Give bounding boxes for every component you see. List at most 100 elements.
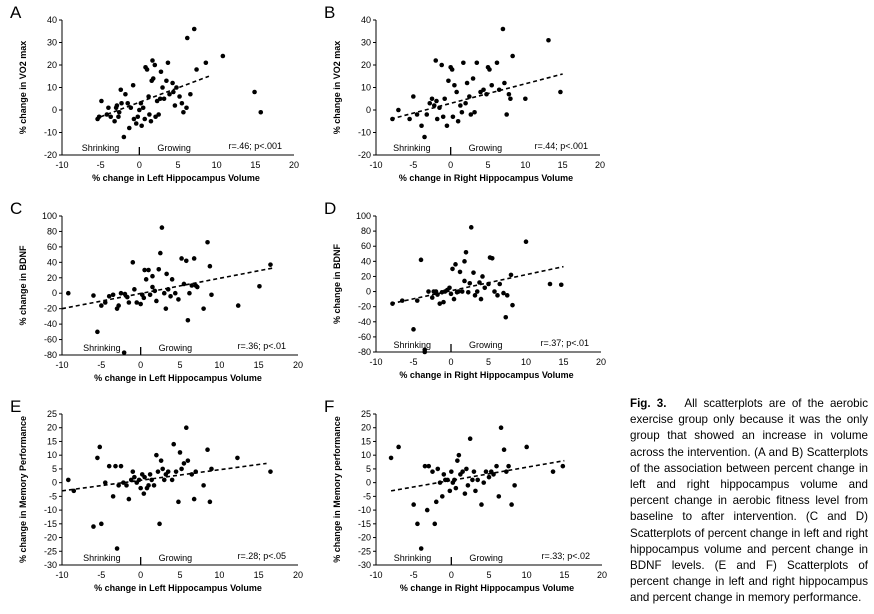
data-point [183, 425, 189, 431]
data-point [504, 293, 510, 298]
y-tick-label: 40 [361, 15, 371, 25]
data-point [463, 249, 469, 255]
x-tick-label: 15 [558, 357, 568, 367]
data-point [134, 300, 140, 305]
data-point [452, 477, 457, 483]
data-point [455, 118, 461, 124]
stat-label: r=.33; p<.02 [541, 551, 590, 561]
data-point [442, 96, 447, 102]
data-point [474, 289, 480, 294]
data-point [135, 114, 141, 120]
data-point [432, 521, 438, 527]
x-axis-title: % change in Right Hippocampus Volume [399, 370, 573, 380]
x-tick-label: 10 [520, 160, 530, 170]
data-point [419, 123, 424, 129]
data-point [437, 480, 443, 485]
data-point [183, 258, 189, 264]
data-point [110, 494, 116, 499]
data-point [167, 91, 172, 97]
trend-line [390, 73, 563, 120]
data-point [113, 463, 118, 469]
data-point [431, 103, 437, 108]
growing-label: Growing [469, 553, 503, 563]
data-point [99, 521, 104, 527]
x-axis-title: % change in Left Hippocampus Volume [94, 373, 262, 383]
y-tick-label: 40 [47, 257, 57, 267]
data-point [121, 350, 127, 355]
x-tick-label: 5 [177, 360, 182, 370]
y-tick-label: -20 [358, 150, 371, 160]
data-point [177, 450, 183, 455]
data-point [139, 123, 144, 129]
data-point [471, 270, 476, 275]
data-point [494, 463, 499, 469]
x-tick-label: 5 [485, 160, 490, 170]
x-tick-label: 5 [486, 357, 491, 367]
data-point [106, 294, 112, 299]
data-point [116, 109, 122, 115]
panel-letter: C [10, 199, 22, 218]
data-point [142, 267, 147, 273]
data-point [102, 300, 108, 305]
data-point [114, 546, 120, 551]
data-point [170, 80, 175, 86]
y-tick-label: 80 [361, 226, 371, 236]
x-tick-label: 10 [521, 357, 531, 367]
data-point [207, 499, 213, 505]
data-point [130, 260, 136, 265]
data-point [454, 89, 459, 95]
x-tick-label: 20 [596, 357, 606, 367]
data-point [468, 225, 474, 230]
data-point [191, 256, 197, 261]
shrinking-label: Shrinking [83, 343, 121, 353]
data-point [503, 314, 509, 320]
data-point [512, 483, 517, 488]
data-point [138, 100, 144, 106]
x-tick-label: -10 [55, 570, 68, 580]
caption-fig-label: Fig. 3. [630, 397, 667, 410]
x-axis-title: % change in Right Hippocampus Volume [399, 173, 573, 183]
y-tick-label: 10 [361, 83, 371, 93]
data-point [437, 301, 443, 306]
data-point [185, 317, 191, 323]
data-point [396, 444, 401, 450]
data-point [116, 303, 121, 308]
y-tick-label: -80 [358, 347, 371, 357]
data-point [450, 114, 456, 120]
data-point [169, 277, 175, 282]
data-point [470, 477, 475, 483]
data-point [95, 116, 100, 122]
data-point [508, 96, 513, 102]
data-point [179, 100, 185, 106]
data-point [146, 94, 151, 99]
data-point [126, 125, 132, 131]
data-point [150, 273, 155, 279]
x-tick-label: -10 [55, 160, 68, 170]
data-point [123, 91, 128, 97]
y-tick-label: 0 [366, 478, 371, 488]
y-tick-label: 0 [366, 287, 371, 297]
data-point [158, 458, 164, 463]
data-point [467, 280, 473, 286]
data-point [106, 463, 112, 469]
x-tick-label: -5 [409, 160, 417, 170]
data-point [131, 116, 137, 122]
data-point [453, 485, 459, 491]
scatter-panel-f: F -30 -25 -20 -15 -10 -5 0 5 10 15 20 25 -10 -5 0 5 10 15 2… [324, 397, 607, 593]
panel-letter: B [324, 3, 335, 22]
data-point [126, 496, 132, 502]
data-point [407, 116, 412, 122]
data-point [504, 112, 509, 117]
data-point [502, 80, 507, 86]
data-point [112, 118, 117, 124]
data-point [163, 306, 169, 311]
data-point [506, 91, 512, 97]
trend-line [61, 462, 267, 492]
x-tick-label: -10 [369, 570, 382, 580]
data-point [235, 303, 241, 308]
data-point [418, 546, 424, 551]
y-tick-label: 20 [47, 423, 57, 433]
data-point [444, 123, 450, 129]
data-point [479, 502, 484, 507]
